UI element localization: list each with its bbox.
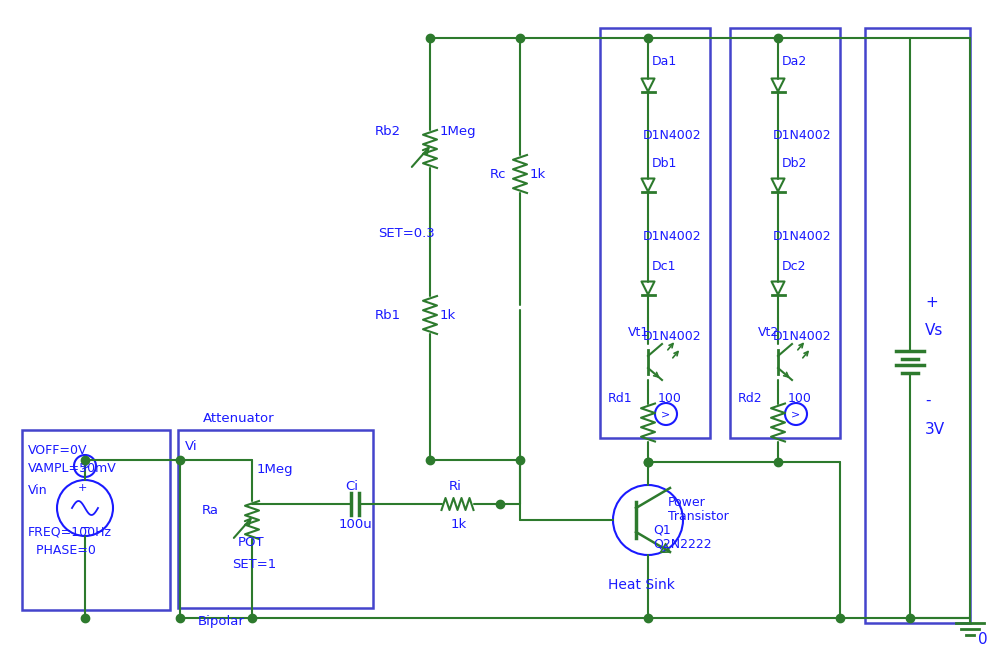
Text: 3V: 3V: [925, 422, 945, 438]
Text: Heat Sink: Heat Sink: [608, 578, 675, 592]
Text: PHASE=0: PHASE=0: [28, 544, 96, 556]
Text: Q2N2222: Q2N2222: [653, 538, 712, 550]
Text: +: +: [925, 295, 938, 309]
Text: 1Meg: 1Meg: [440, 124, 477, 138]
Text: 1k: 1k: [440, 309, 456, 321]
Text: VAMPL=50mV: VAMPL=50mV: [28, 462, 117, 474]
Text: 0: 0: [978, 633, 988, 647]
Bar: [178, 430, 373, 608]
Text: Db2: Db2: [782, 156, 807, 170]
Text: Ri: Ri: [449, 480, 462, 492]
Text: Ci: Ci: [345, 480, 358, 492]
Text: Attenuator: Attenuator: [203, 411, 275, 424]
Text: Vs: Vs: [925, 323, 943, 337]
Text: D1N4002: D1N4002: [643, 329, 702, 343]
Text: Rb2: Rb2: [375, 124, 401, 138]
Text: SET=0.3: SET=0.3: [378, 226, 435, 240]
Text: 1k: 1k: [530, 168, 546, 180]
Text: D1N4002: D1N4002: [773, 128, 832, 142]
Text: +: +: [77, 483, 87, 493]
Text: 1k: 1k: [451, 518, 467, 530]
Text: Vt2: Vt2: [758, 325, 779, 339]
Text: −: −: [80, 522, 90, 534]
Text: SET=1: SET=1: [232, 558, 276, 570]
Bar: [600, 28, 710, 438]
Text: Power: Power: [668, 496, 706, 508]
Text: >: >: [791, 409, 801, 419]
Text: Vin: Vin: [28, 484, 48, 496]
Bar: [730, 28, 840, 438]
Text: Vi: Vi: [185, 440, 198, 452]
Text: D1N4002: D1N4002: [773, 329, 832, 343]
Text: Q1: Q1: [653, 524, 671, 536]
Text: 100u: 100u: [339, 518, 373, 530]
Bar: [22, 430, 170, 610]
Text: Rb1: Rb1: [375, 309, 401, 321]
Text: Transistor: Transistor: [668, 510, 729, 522]
Text: Rc: Rc: [490, 168, 507, 180]
Text: Ra: Ra: [202, 504, 219, 516]
Text: FREQ=100Hz: FREQ=100Hz: [28, 526, 112, 538]
Text: D1N4002: D1N4002: [773, 230, 832, 242]
Text: Da2: Da2: [782, 55, 807, 67]
Text: Dc2: Dc2: [782, 259, 806, 273]
Text: Db1: Db1: [652, 156, 677, 170]
Text: VOFF=0V: VOFF=0V: [28, 444, 88, 456]
Text: Dc1: Dc1: [652, 259, 676, 273]
Text: POT: POT: [238, 536, 265, 548]
Text: 100: 100: [788, 391, 812, 405]
Text: >: >: [80, 461, 90, 471]
Text: Vt1: Vt1: [628, 325, 649, 339]
Text: 100: 100: [658, 391, 682, 405]
Text: 1Meg: 1Meg: [257, 464, 294, 476]
Text: Da1: Da1: [652, 55, 677, 67]
Text: D1N4002: D1N4002: [643, 128, 702, 142]
Text: Rd1: Rd1: [608, 391, 633, 405]
Text: Bipolar: Bipolar: [198, 615, 245, 629]
Text: D1N4002: D1N4002: [643, 230, 702, 242]
Text: -: -: [925, 393, 930, 407]
Bar: [865, 28, 970, 623]
Text: >: >: [661, 409, 671, 419]
Text: Rd2: Rd2: [738, 391, 763, 405]
